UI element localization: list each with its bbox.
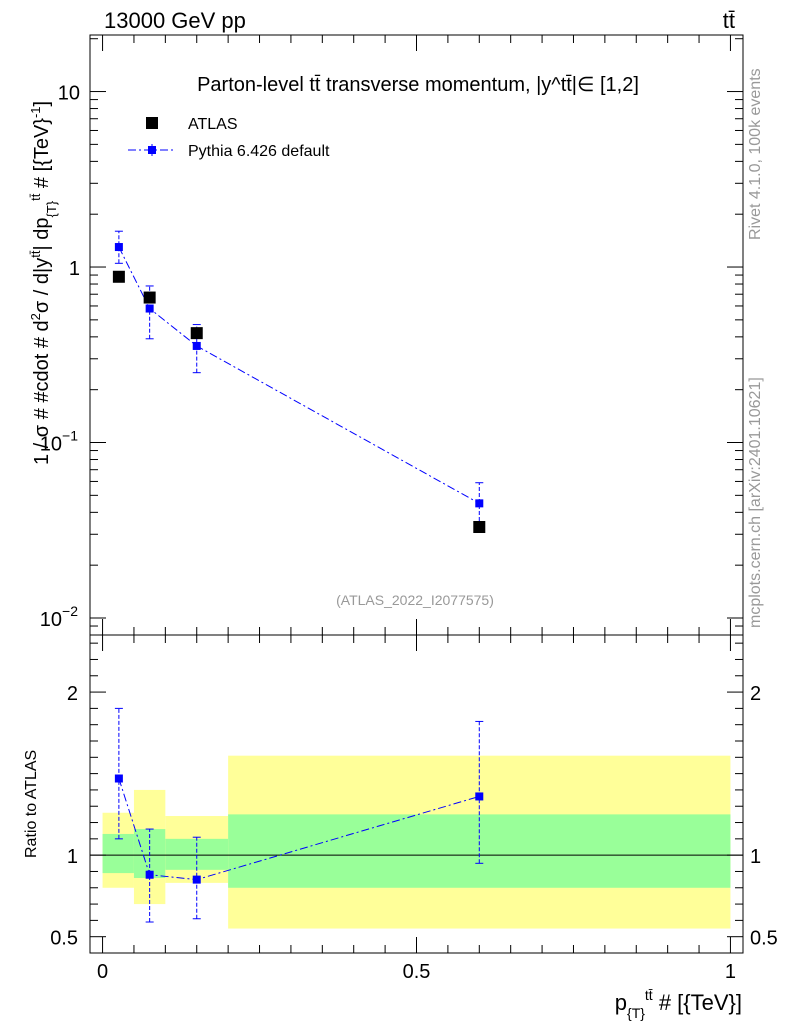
ratio-bands	[102, 755, 731, 929]
ratio-mc-point	[114, 774, 123, 783]
atlas-point	[190, 327, 203, 340]
ratio-series	[114, 707, 484, 923]
legend: ATLAS Pythia 6.426 default	[128, 116, 330, 160]
watermark: (ATLAS_2022_I2077575)	[336, 592, 494, 608]
ratio-y-tick-label-right: 1	[750, 846, 761, 868]
ratio-axis-ticks	[90, 635, 743, 953]
mc-point	[145, 304, 154, 313]
x-tick-label: 1	[725, 961, 736, 983]
ratio-mc-line	[118, 778, 480, 881]
header-left: 13000 GeV pp	[104, 8, 246, 33]
main-axis-ticks	[90, 35, 743, 636]
mc-point	[475, 499, 484, 508]
y-tick-label: 1	[69, 258, 80, 280]
legend-marker-mc	[148, 146, 156, 154]
ratio-y-axis-label: Ratio to ATLAS	[23, 750, 40, 858]
x-tick-label: 0	[97, 961, 108, 983]
y-tick-label: 10	[58, 83, 80, 105]
main-title: Parton-level tt̄ transverse momentum, |y…	[197, 74, 639, 96]
mc-line	[118, 246, 480, 504]
ratio-y-tick-label-left: 0.5	[50, 928, 78, 950]
legend-marker-atlas	[146, 117, 158, 129]
mc-point	[114, 243, 123, 252]
ratio-y-tick-label-left: 1	[67, 846, 78, 868]
ratio-panel: 2 21 10.5 0.5 0 0.5 1 Ratio to ATLAS p{T}tt̄ …	[23, 634, 778, 1021]
ratio-y-tick-labels: 2 2 1 1 0.5 0.5	[50, 683, 778, 950]
legend-label-atlas: ATLAS	[188, 116, 238, 133]
ratio-y-tick-label-right: 0.5	[750, 928, 778, 950]
main-y-tick-labels: 10 1 10−1 10−2	[40, 83, 80, 631]
rivet-label: Rivet 4.1.0, 100k events	[747, 68, 764, 240]
x-tick-label: 0.5	[403, 961, 431, 983]
ratio-mc-point	[192, 875, 201, 884]
y-tick-label: 10−1	[40, 428, 78, 456]
ratio-mc-point	[145, 870, 154, 879]
atlas-point	[143, 291, 156, 304]
legend-label-mc: Pythia 6.426 default	[188, 143, 330, 160]
mcplots-label: mcplots.cern.ch [arXiv:2401.10621]	[747, 377, 764, 628]
x-tick-labels: 0 0.5 1	[97, 961, 736, 983]
atlas-point	[473, 521, 486, 534]
y-tick-label: 10−2	[40, 603, 78, 631]
x-axis-label: p{T}tt̄ # [{TeV}]	[615, 987, 742, 1021]
ratio-y-tick-label-right: 2	[750, 683, 761, 705]
header-right: tt̄	[723, 8, 735, 33]
ratio-y-tick-label-left: 2	[67, 683, 78, 705]
atlas-point	[112, 270, 125, 283]
main-panel: 10 1 10−1 10−2 Parton-level tt̄ transverse …	[28, 34, 744, 636]
main-y-axis-label: 1 / σ # #cdot # d2σ / d|ytt̄| dp{T}tt̄ #…	[28, 101, 59, 465]
mc-point	[192, 341, 201, 350]
ratio-mc-point	[475, 792, 484, 801]
main-series	[112, 230, 486, 534]
ratio-band-inner	[102, 833, 134, 874]
